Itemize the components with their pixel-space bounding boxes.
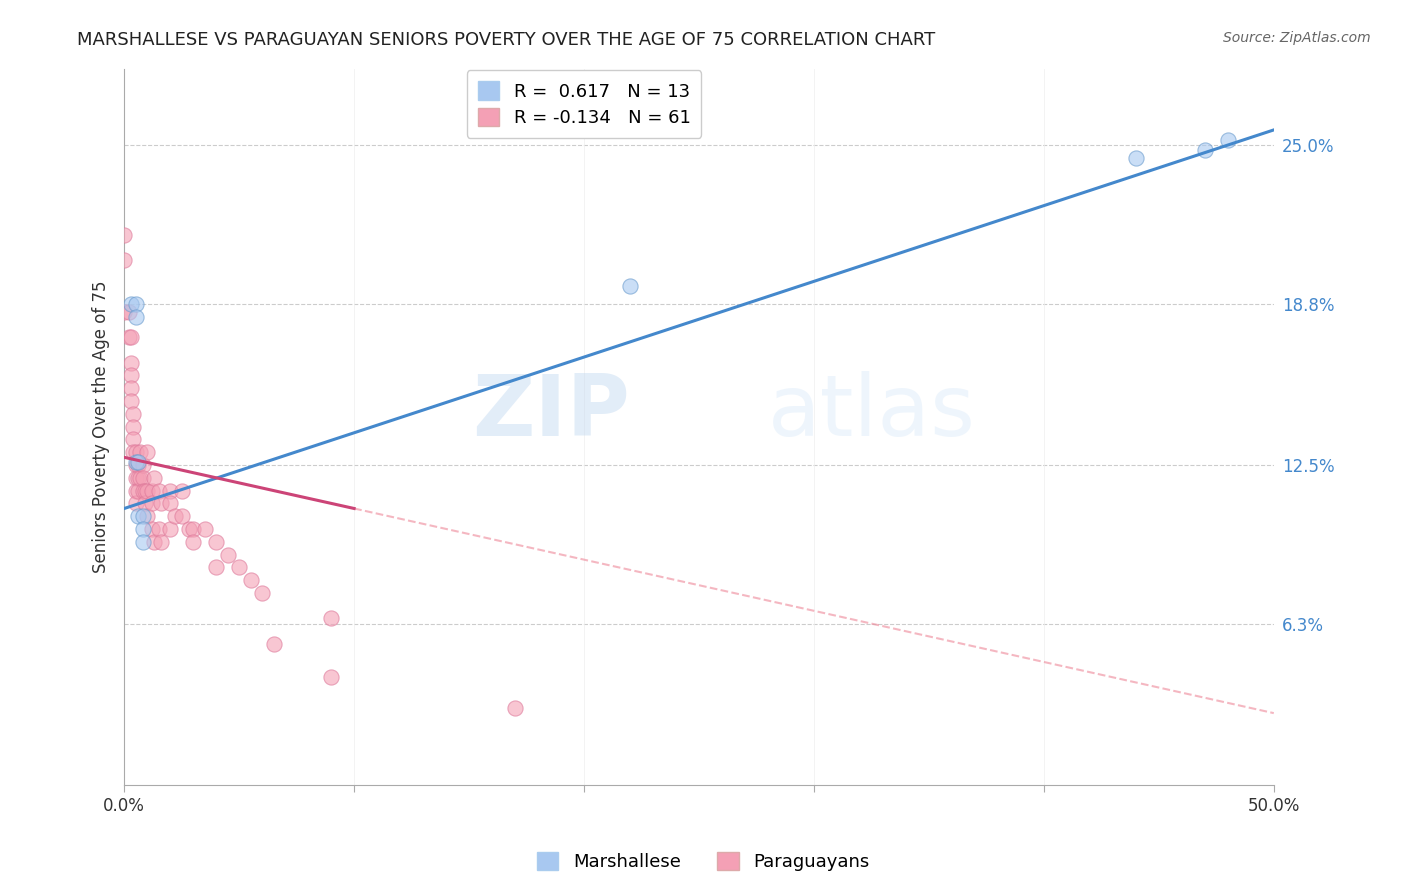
Point [177,522,200,536]
Point [125,445,148,459]
Point [120,356,142,370]
Point [141,483,163,498]
Point [148,483,170,498]
Point [129,445,152,459]
Point [125,455,148,469]
Point [163,509,186,524]
Point [125,458,148,472]
Point [159,483,181,498]
Y-axis label: Seniors Poverty Over the Age of 75: Seniors Poverty Over the Age of 75 [93,280,110,573]
Point [125,471,148,485]
Point [136,483,159,498]
Text: Source: ZipAtlas.com: Source: ZipAtlas.com [1223,31,1371,45]
Point [127,458,149,472]
Point [112,304,135,318]
Point [1194,144,1216,158]
Point [321,611,343,625]
Point [194,522,217,536]
Point [228,560,250,574]
Point [239,573,262,587]
Legend: Marshallese, Paraguayans: Marshallese, Paraguayans [530,845,876,879]
Point [181,534,204,549]
Point [127,509,149,524]
Point [205,534,228,549]
Point [112,227,135,242]
Point [120,381,142,395]
Point [250,586,273,600]
Point [112,253,135,268]
Point [263,637,285,651]
Point [170,509,193,524]
Point [122,407,145,421]
Point [120,330,142,344]
Point [217,548,239,562]
Point [181,522,204,536]
Point [125,310,148,324]
Point [321,670,343,684]
Point [131,483,153,498]
Point [118,330,141,344]
Point [619,279,641,293]
Point [131,509,153,524]
Point [131,458,153,472]
Point [136,445,159,459]
Point [125,483,148,498]
Point [129,471,152,485]
Point [143,471,166,485]
Point [122,433,145,447]
Text: atlas: atlas [768,371,976,454]
Point [141,522,163,536]
Point [170,483,193,498]
Point [143,534,166,549]
Text: MARSHALLESE VS PARAGUAYAN SENIORS POVERTY OVER THE AGE OF 75 CORRELATION CHART: MARSHALLESE VS PARAGUAYAN SENIORS POVERT… [77,31,935,49]
Point [127,455,149,469]
Point [134,496,156,510]
Point [150,496,173,510]
Point [125,496,148,510]
Point [136,509,159,524]
Point [127,483,149,498]
Point [120,394,142,409]
Point [120,297,142,311]
Point [503,701,526,715]
Point [122,445,145,459]
Point [134,483,156,498]
Point [159,522,181,536]
Point [131,522,153,536]
Point [125,297,148,311]
Point [122,419,145,434]
Point [131,471,153,485]
Point [131,534,153,549]
Point [141,496,163,510]
Point [120,368,142,383]
Point [1125,151,1147,165]
Point [159,496,181,510]
Point [118,304,141,318]
Text: ZIP: ZIP [472,371,630,454]
Point [1216,133,1239,147]
Point [205,560,228,574]
Legend: R =  0.617   N = 13, R = -0.134   N = 61: R = 0.617 N = 13, R = -0.134 N = 61 [467,70,702,138]
Point [150,534,173,549]
Point [148,522,170,536]
Point [127,471,149,485]
